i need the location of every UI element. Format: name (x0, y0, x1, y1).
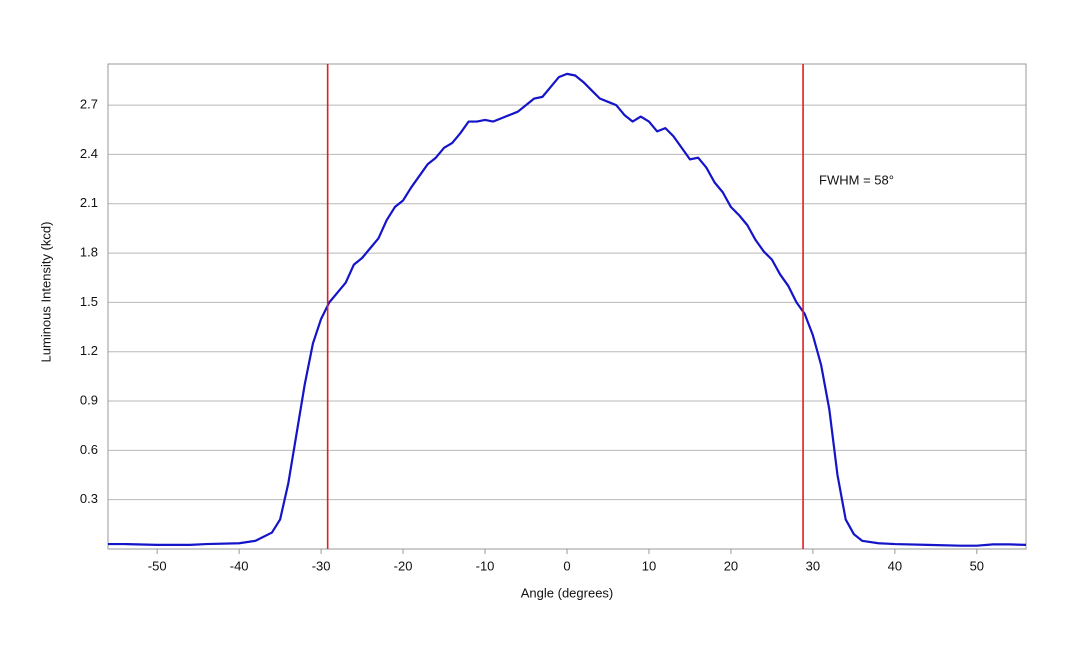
x-tick-label: 20 (724, 558, 738, 573)
annotation: FWHM = 58° (819, 172, 894, 187)
x-tick-label: 10 (642, 558, 656, 573)
x-tick-label: 40 (888, 558, 902, 573)
x-tick-label: 30 (806, 558, 820, 573)
y-tick-label: 1.5 (80, 294, 98, 309)
x-tick-label: -20 (394, 558, 413, 573)
x-tick-label: -10 (476, 558, 495, 573)
y-tick-label: 2.4 (80, 146, 98, 161)
x-tick-label: -50 (148, 558, 167, 573)
y-tick-label: 0.9 (80, 392, 98, 407)
y-tick-label: 2.7 (80, 97, 98, 112)
data-line (108, 72, 1027, 547)
y-tick-label: 0.6 (80, 442, 98, 457)
y-tick-label: 2.1 (80, 195, 98, 210)
x-axis-label: Angle (degrees) (521, 585, 614, 600)
plot-frame (107, 63, 1027, 550)
x-tick-label: 50 (970, 558, 984, 573)
y-axis-label: Luminous Intensity (kcd) (38, 222, 53, 363)
y-tick-label: 0.3 (80, 491, 98, 506)
x-tick-label: 0 (563, 558, 570, 573)
x-tick-label: -30 (312, 558, 331, 573)
y-tick-label: 1.8 (80, 245, 98, 260)
x-tick-label: -40 (230, 558, 249, 573)
y-tick-label: 1.2 (80, 343, 98, 358)
